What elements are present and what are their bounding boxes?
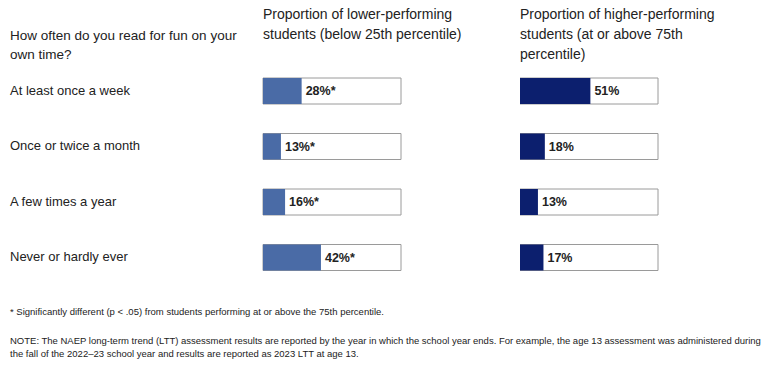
html-text:* Significantly different (p <: * Significantly different (p < .05) from…: [10, 306, 384, 317]
svg-text:13%*: 13%*: [285, 140, 315, 154]
html-text:Proportion of higher-performin: Proportion of higher-performing students…: [520, 6, 715, 62]
svg-text:28%*: 28%*: [306, 84, 336, 98]
svg-text:Never or hardly ever: Never or hardly ever: [10, 249, 128, 264]
html-text:How often do you read for fun: How often do you read for fun on your ow…: [10, 28, 237, 62]
svg-text:18%: 18%: [549, 140, 574, 154]
svg-text:Once or twice a month: Once or twice a month: [10, 138, 140, 153]
svg-text:13%: 13%: [542, 195, 567, 209]
html-text:Proportion of lower-performing: Proportion of lower-performing students …: [263, 6, 462, 42]
html-text:NOTE: The NAEP long-term trend: NOTE: The NAEP long-term trend (LTT) ass…: [10, 335, 761, 359]
svg-text:At least once a week: At least once a week: [10, 83, 130, 98]
svg-text:51%: 51%: [594, 84, 619, 98]
svg-text:42%*: 42%*: [325, 251, 355, 265]
svg-text:16%*: 16%*: [289, 195, 319, 209]
svg-text:A few times a year: A few times a year: [10, 194, 117, 209]
svg-text:17%: 17%: [547, 251, 572, 265]
